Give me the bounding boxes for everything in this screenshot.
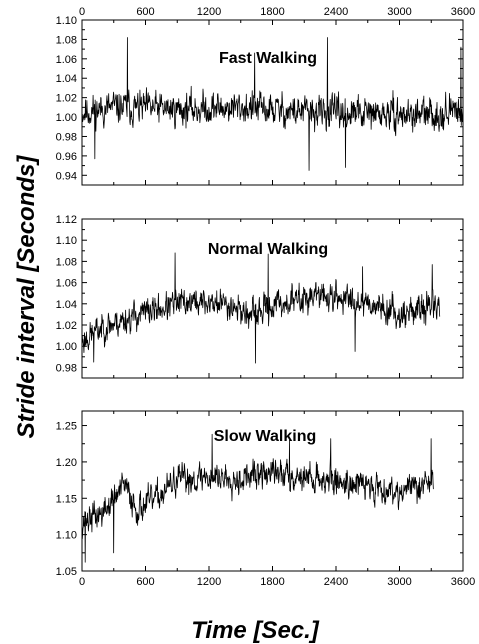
series-line [81,37,464,171]
y-tick-label: 1.02 [56,320,77,332]
y-tick-label: 1.06 [56,278,77,290]
y-axis-title: Stride interval [Seconds] [13,155,40,439]
y-tick-label: 1.00 [56,341,77,353]
series-line [81,252,441,364]
x-tick-label: 1200 [197,576,221,588]
slow-walking-panel: 0 600 1200 1800 2400 3000 3600 1.05 1.10 1.15 1.20… [56,410,475,588]
y-tick-label: 1.15 [56,493,77,505]
y-tick-label: 1.05 [56,566,77,578]
y-tick-label: 1.20 [56,457,77,469]
panel-title: Normal Walking [208,241,328,258]
series-line [81,433,434,563]
y-tick-label: 1.25 [56,421,77,433]
y-tick-label: 1.10 [56,235,77,247]
y-tick-label: 0.98 [56,362,77,374]
x-tick-label: 1800 [260,576,284,588]
x-axis-title: Time [Sec.] [191,617,320,644]
panel-title: Slow Walking [214,428,317,445]
y-tick-label: 1.06 [56,54,77,66]
x-tick-label-top: 3000 [387,6,411,18]
axis-ticks: 0.98 1.00 1.02 1.04 1.06 1.08 1.10 1.12 [56,214,464,378]
fast-walking-panel: 0 600 1200 1800 2400 3000 3600 0.94 0.96 0.98 1.00… [56,6,475,186]
y-tick-label: 1.12 [56,214,77,226]
panel-title: Fast Walking [219,50,317,67]
x-tick-label: 2400 [324,576,348,588]
plot-frame [81,19,464,186]
y-tick-label: 1.08 [56,256,77,268]
x-tick-label-top: 1800 [260,6,284,18]
stride-interval-line [81,37,464,171]
axis-ticks: 0 600 1200 1800 2400 3000 3600 1.05 1.10 1.15 1.20… [56,411,475,588]
y-tick-label: 1.04 [56,73,77,85]
x-tick-label-top: 600 [136,6,154,18]
y-tick-label: 1.02 [56,93,77,105]
x-tick-label: 600 [136,576,154,588]
x-tick-label: 3000 [387,576,411,588]
y-tick-label: 0.94 [56,170,77,182]
y-tick-label: 1.10 [56,15,77,27]
y-tick-label: 0.96 [56,151,77,163]
x-tick-label-top: 0 [79,6,85,18]
y-tick-label: 1.10 [56,530,77,542]
axis-ticks: 0 600 1200 1800 2400 3000 3600 0.94 0.96 0.98 1.00… [56,6,475,185]
x-tick-label: 3600 [451,576,475,588]
x-tick-label-top: 3600 [451,6,475,18]
y-tick-label: 1.08 [56,34,77,46]
y-tick-label: 1.04 [56,299,77,311]
x-tick-label-top: 1200 [197,6,221,18]
x-tick-label: 0 [79,576,85,588]
y-tick-label: 0.98 [56,131,77,143]
normal-walking-panel: 0.98 1.00 1.02 1.04 1.06 1.08 1.10 1.12 Normal … [56,214,464,379]
stride-interval-line [81,433,434,563]
stride-interval-line [81,252,441,364]
x-tick-label-top: 2400 [324,6,348,18]
y-tick-label: 1.00 [56,112,77,124]
